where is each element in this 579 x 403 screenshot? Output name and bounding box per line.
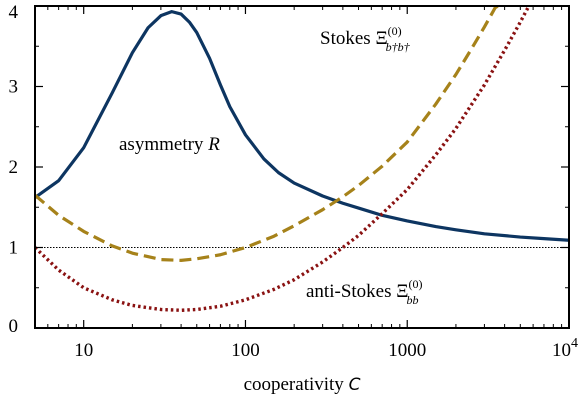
series-group bbox=[35, 6, 569, 312]
series-asymmetry-line bbox=[35, 10, 569, 242]
y-tick-label: 4 bbox=[9, 2, 19, 23]
anti-stokes-annotation-sub: bb bbox=[406, 293, 418, 307]
stokes-annotation-text: Stokes bbox=[320, 28, 375, 49]
anti-stokes-annotation-text: anti-Stokes bbox=[306, 281, 396, 302]
x-tick-label: 104 bbox=[552, 336, 578, 361]
asymmetry-annotation-text: asymmetry bbox=[119, 134, 208, 155]
plot-frame bbox=[34, 5, 570, 329]
ticks-group: 0 1 2 3 4 10 100 1000 104 bbox=[9, 2, 579, 361]
anti-stokes-annotation: anti-Stokes Ξ(0) bb bbox=[306, 277, 422, 307]
series-anti-stokes-line bbox=[35, 6, 531, 312]
y-tick-label: 3 bbox=[9, 77, 19, 98]
series-stokes-line bbox=[35, 6, 502, 262]
x-tick-label: 100 bbox=[231, 340, 260, 361]
y-tick-label: 2 bbox=[9, 157, 19, 178]
stokes-annotation-sup: (0) bbox=[388, 24, 402, 38]
asymmetry-annotation-symbol: R bbox=[207, 134, 220, 155]
stokes-annotation: Stokes Ξ(0) b†b† bbox=[320, 24, 411, 54]
x-tick-label: 1000 bbox=[388, 340, 426, 361]
x-axis-symbol: C bbox=[349, 375, 361, 395]
anti-stokes-annotation-symbol: Ξ bbox=[396, 281, 408, 302]
stokes-annotation-symbol: Ξ bbox=[375, 28, 387, 49]
x-axis-label: cooperativity bbox=[244, 374, 345, 395]
y-tick-label: 0 bbox=[9, 316, 19, 337]
x-axis-title: cooperativity C bbox=[244, 374, 361, 395]
stokes-annotation-sub: b†b† bbox=[386, 40, 411, 54]
asymmetry-annotation: asymmetry R bbox=[119, 134, 220, 155]
anti-stokes-annotation-sup: (0) bbox=[408, 277, 422, 291]
x-tick-label-exponent: 4 bbox=[571, 336, 578, 351]
y-tick-label: 1 bbox=[9, 238, 19, 259]
x-tick-label: 10 bbox=[74, 340, 93, 361]
